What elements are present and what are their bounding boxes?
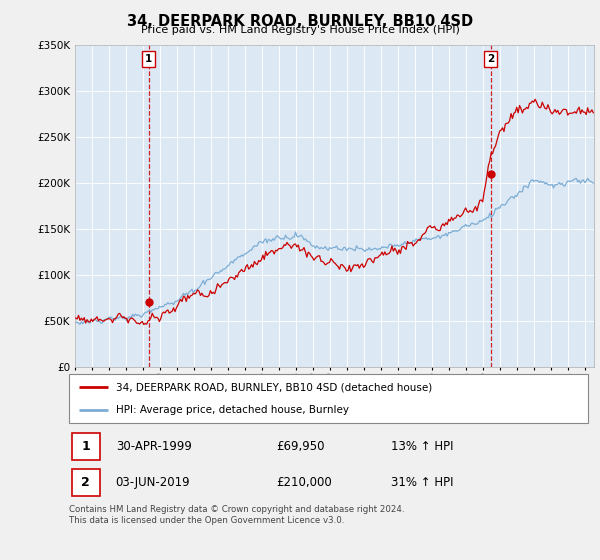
Text: HPI: Average price, detached house, Burnley: HPI: Average price, detached house, Burn… <box>116 405 349 415</box>
Text: 34, DEERPARK ROAD, BURNLEY, BB10 4SD (detached house): 34, DEERPARK ROAD, BURNLEY, BB10 4SD (de… <box>116 382 432 393</box>
Text: £69,950: £69,950 <box>277 440 325 453</box>
Text: 31% ↑ HPI: 31% ↑ HPI <box>391 476 453 489</box>
Text: £210,000: £210,000 <box>277 476 332 489</box>
Text: 2: 2 <box>487 54 494 64</box>
FancyBboxPatch shape <box>69 374 588 423</box>
FancyBboxPatch shape <box>71 433 100 460</box>
Text: 34, DEERPARK ROAD, BURNLEY, BB10 4SD: 34, DEERPARK ROAD, BURNLEY, BB10 4SD <box>127 14 473 29</box>
Text: 30-APR-1999: 30-APR-1999 <box>116 440 191 453</box>
Text: 13% ↑ HPI: 13% ↑ HPI <box>391 440 453 453</box>
Text: 1: 1 <box>82 440 90 453</box>
Text: 03-JUN-2019: 03-JUN-2019 <box>116 476 190 489</box>
Text: Price paid vs. HM Land Registry's House Price Index (HPI): Price paid vs. HM Land Registry's House … <box>140 25 460 35</box>
Text: 1: 1 <box>145 54 152 64</box>
Text: 2: 2 <box>82 476 90 489</box>
FancyBboxPatch shape <box>71 469 100 496</box>
Text: Contains HM Land Registry data © Crown copyright and database right 2024.
This d: Contains HM Land Registry data © Crown c… <box>69 505 404 525</box>
